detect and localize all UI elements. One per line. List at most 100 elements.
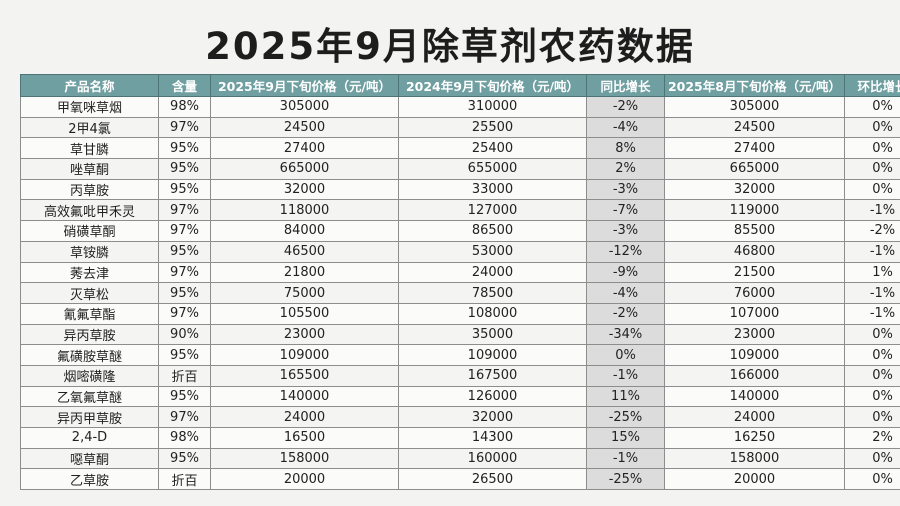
cell-product-name: 硝磺草酮 — [20, 220, 159, 242]
cell-mom-growth: -1% — [844, 302, 900, 325]
cell-mom-growth: 0% — [844, 385, 900, 408]
cell-price-2025-sep: 105500 — [210, 302, 399, 325]
cell-product-name: 草甘膦 — [20, 137, 159, 160]
cell-mom-growth: 1% — [844, 261, 900, 284]
cell-price-2025-aug: 305000 — [664, 96, 845, 118]
cell-price-2024-sep: 127000 — [398, 199, 587, 222]
cell-price-2025-sep: 75000 — [210, 282, 399, 304]
cell-price-2025-sep: 24000 — [210, 406, 399, 428]
cell-content: 折百 — [158, 364, 211, 387]
cell-price-2025-sep: 118000 — [210, 199, 399, 222]
cell-product-name: 异丙甲草胺 — [20, 406, 159, 428]
cell-yoy-growth: -4% — [586, 116, 665, 139]
table-row: 丙草胺 95% 32000 33000 -3% 32000 0% — [20, 178, 900, 201]
cell-price-2024-sep: 53000 — [398, 240, 587, 263]
cell-mom-growth: 0% — [844, 137, 900, 160]
cell-content: 折百 — [158, 468, 211, 491]
cell-yoy-growth: -25% — [586, 406, 665, 428]
cell-price-2025-sep: 46500 — [210, 240, 399, 263]
cell-yoy-growth: -3% — [586, 178, 665, 201]
cell-yoy-growth: -34% — [586, 323, 665, 346]
cell-price-2024-sep: 86500 — [398, 220, 587, 242]
cell-price-2024-sep: 108000 — [398, 302, 587, 325]
cell-content: 95% — [158, 158, 211, 180]
cell-mom-growth: 2% — [844, 427, 900, 449]
price-table: 产品名称 含量 2025年9月下旬价格（元/吨） 2024年9月下旬价格（元/吨… — [20, 74, 900, 491]
table-row: 高效氟吡甲禾灵 97% 118000 127000 -7% 119000 -1% — [20, 199, 900, 222]
cell-price-2025-aug: 46800 — [664, 240, 845, 263]
cell-price-2025-aug: 166000 — [664, 364, 845, 387]
cell-content: 95% — [158, 137, 211, 160]
cell-content: 90% — [158, 323, 211, 346]
table-row: 氟磺胺草醚 95% 109000 109000 0% 109000 0% — [20, 344, 900, 366]
cell-product-name: 唑草酮 — [20, 158, 159, 180]
cell-price-2024-sep: 24000 — [398, 261, 587, 284]
header-yoy-growth: 同比增长 — [586, 74, 665, 97]
cell-price-2025-sep: 27400 — [210, 137, 399, 160]
cell-product-name: 甲氧咪草烟 — [20, 96, 159, 118]
cell-price-2025-sep: 84000 — [210, 220, 399, 242]
cell-mom-growth: -1% — [844, 240, 900, 263]
cell-price-2025-sep: 20000 — [210, 468, 399, 491]
table-row: 唑草酮 95% 665000 655000 2% 665000 0% — [20, 158, 900, 180]
cell-price-2025-aug: 32000 — [664, 178, 845, 201]
table-row: 莠去津 97% 21800 24000 -9% 21500 1% — [20, 261, 900, 284]
cell-product-name: 烟嘧磺隆 — [20, 364, 159, 387]
header-row: 产品名称 含量 2025年9月下旬价格（元/吨） 2024年9月下旬价格（元/吨… — [20, 74, 900, 97]
cell-content: 95% — [158, 344, 211, 366]
cell-yoy-growth: -2% — [586, 302, 665, 325]
cell-product-name: 噁草酮 — [20, 447, 159, 470]
table-row: 异丙甲草胺 97% 24000 32000 -25% 24000 0% — [20, 406, 900, 428]
cell-product-name: 莠去津 — [20, 261, 159, 284]
cell-price-2025-sep: 109000 — [210, 344, 399, 366]
cell-price-2024-sep: 126000 — [398, 385, 587, 408]
cell-content: 95% — [158, 240, 211, 263]
cell-content: 97% — [158, 302, 211, 325]
table-row: 硝磺草酮 97% 84000 86500 -3% 85500 -2% — [20, 220, 900, 242]
table-row: 甲氧咪草烟 98% 305000 310000 -2% 305000 0% — [20, 96, 900, 118]
cell-price-2024-sep: 310000 — [398, 96, 587, 118]
cell-content: 97% — [158, 116, 211, 139]
cell-price-2025-sep: 32000 — [210, 178, 399, 201]
cell-price-2025-aug: 21500 — [664, 261, 845, 284]
cell-price-2025-aug: 24000 — [664, 406, 845, 428]
cell-content: 95% — [158, 385, 211, 408]
cell-content: 97% — [158, 220, 211, 242]
table-body: 甲氧咪草烟 98% 305000 310000 -2% 305000 0% 2甲4氯 97% 24… — [20, 96, 900, 491]
cell-product-name: 2,4-D — [20, 427, 159, 449]
cell-price-2025-sep: 305000 — [210, 96, 399, 118]
cell-product-name: 氰氟草酯 — [20, 302, 159, 325]
cell-price-2025-aug: 76000 — [664, 282, 845, 304]
cell-yoy-growth: -9% — [586, 261, 665, 284]
cell-product-name: 2甲4氯 — [20, 116, 159, 139]
cell-price-2025-aug: 20000 — [664, 468, 845, 491]
cell-price-2025-aug: 27400 — [664, 137, 845, 160]
cell-price-2024-sep: 167500 — [398, 364, 587, 387]
header-price-2025-aug: 2025年8月下旬价格（元/吨） — [664, 74, 845, 97]
header-content: 含量 — [158, 74, 211, 97]
cell-price-2024-sep: 26500 — [398, 468, 587, 491]
cell-product-name: 丙草胺 — [20, 178, 159, 201]
cell-price-2025-aug: 24500 — [664, 116, 845, 139]
cell-content: 98% — [158, 427, 211, 449]
cell-content: 95% — [158, 282, 211, 304]
cell-mom-growth: -1% — [844, 282, 900, 304]
table-row: 异丙草胺 90% 23000 35000 -34% 23000 0% — [20, 323, 900, 346]
cell-price-2025-aug: 140000 — [664, 385, 845, 408]
cell-content: 97% — [158, 406, 211, 428]
table-row: 噁草酮 95% 158000 160000 -1% 158000 0% — [20, 447, 900, 470]
table-row: 烟嘧磺隆 折百 165500 167500 -1% 166000 0% — [20, 364, 900, 387]
cell-yoy-growth: -1% — [586, 447, 665, 470]
cell-price-2025-sep: 165500 — [210, 364, 399, 387]
cell-price-2025-sep: 23000 — [210, 323, 399, 346]
cell-price-2024-sep: 78500 — [398, 282, 587, 304]
cell-mom-growth: 0% — [844, 447, 900, 470]
cell-content: 97% — [158, 261, 211, 284]
cell-price-2024-sep: 14300 — [398, 427, 587, 449]
cell-price-2024-sep: 33000 — [398, 178, 587, 201]
cell-mom-growth: 0% — [844, 178, 900, 201]
cell-product-name: 乙草胺 — [20, 468, 159, 491]
cell-yoy-growth: -12% — [586, 240, 665, 263]
cell-yoy-growth: 2% — [586, 158, 665, 180]
cell-price-2025-aug: 665000 — [664, 158, 845, 180]
